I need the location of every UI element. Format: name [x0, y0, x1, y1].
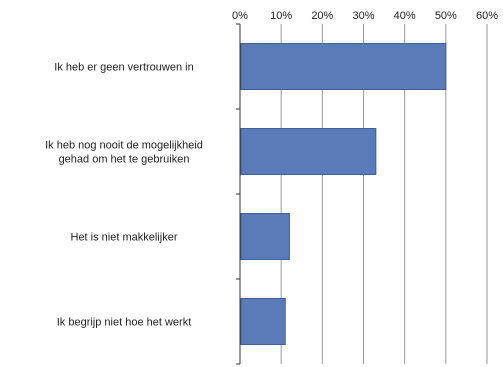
bar: [240, 128, 377, 175]
x-tick-label: 40%: [394, 10, 416, 22]
category-label: Ik heb nog nooit de mogelijkheid gehad om…: [45, 140, 203, 166]
bar: [240, 298, 286, 345]
category-label: Ik begrijp niet hoe het werkt: [57, 317, 192, 329]
x-tick-label: 60%: [476, 10, 498, 22]
bar: [240, 213, 290, 260]
bars: [240, 43, 447, 345]
x-tick-labels: 0% 10% 20% 30% 40% 50% 60%: [232, 10, 498, 22]
x-tick-label: 50%: [435, 10, 457, 22]
bar: [240, 43, 447, 90]
x-tick-label: 10%: [270, 10, 292, 22]
category-axis: [236, 23, 241, 365]
x-tick-label: 0%: [232, 10, 248, 22]
category-label: Ik heb er geen vertrouwen in: [54, 62, 193, 74]
category-label: Het is niet makkelijker: [71, 232, 178, 244]
x-tick-label: 20%: [311, 10, 333, 22]
x-tick-label: 30%: [352, 10, 374, 22]
category-labels: Ik heb er geen vertrouwen in Ik heb nog n…: [45, 62, 203, 329]
